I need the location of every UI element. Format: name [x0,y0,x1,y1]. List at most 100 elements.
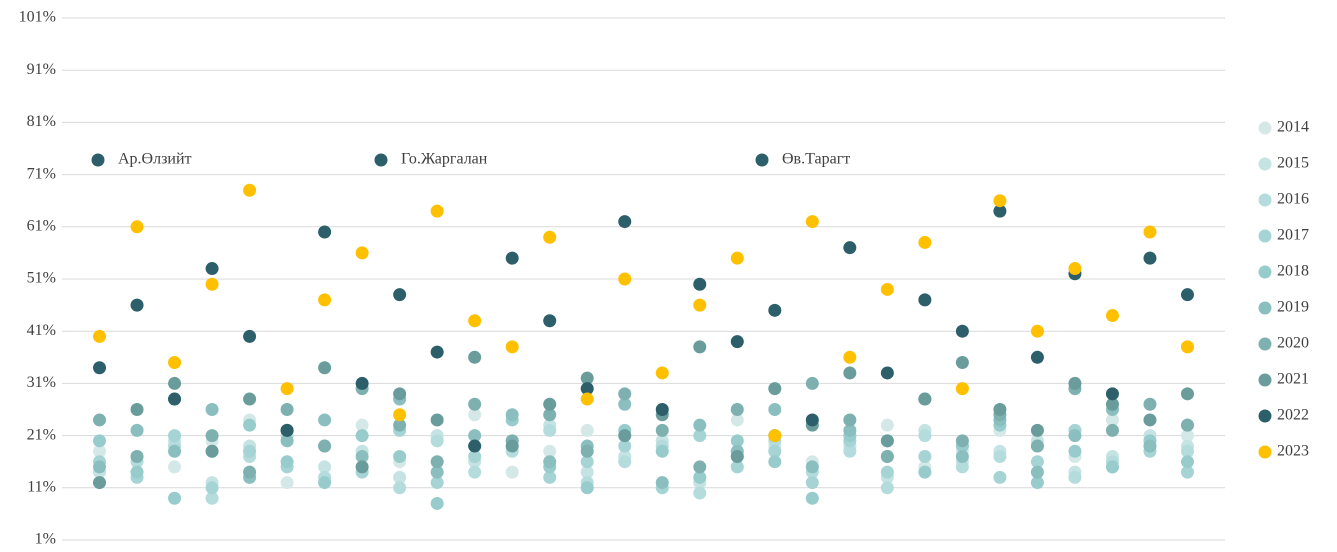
point [918,235,932,249]
point [243,392,257,406]
legend-marker [1258,409,1272,423]
point [1180,455,1194,469]
point [243,329,257,343]
point [130,403,144,416]
point [993,470,1007,484]
point [168,392,182,406]
point [993,204,1007,218]
point [93,476,107,490]
point [1068,470,1082,484]
y-tick-label: 91% [27,61,56,78]
point [993,449,1007,463]
point [955,324,969,338]
point [655,444,669,458]
annotation-marker [91,153,105,167]
y-tick-label: 31% [27,374,56,391]
point [280,423,294,437]
point [1105,309,1119,323]
point [580,382,594,396]
legend-label: 2016 [1277,191,1309,208]
point [1143,251,1157,265]
legend-marker [1258,193,1272,207]
point [618,215,632,229]
point [543,444,557,458]
legend-label: 2021 [1277,371,1309,388]
point [843,444,857,458]
point [730,335,744,349]
point [1143,225,1157,239]
point [730,413,744,427]
point [205,491,219,505]
point [918,449,932,463]
point [205,403,219,416]
point [393,449,407,463]
point [543,397,557,411]
point [93,434,107,448]
point [430,465,444,479]
point [468,408,482,422]
y-tick-label: 81% [27,113,56,130]
point [918,465,932,479]
point [730,449,744,463]
point [618,455,632,469]
legend-label: 2017 [1277,227,1309,244]
point [955,434,969,448]
point [468,429,482,443]
point [805,215,819,229]
point [580,465,594,479]
point [993,194,1007,208]
point [93,361,107,375]
point [618,429,632,443]
point [768,403,782,416]
point [805,413,819,427]
point [955,449,969,463]
point [355,460,369,474]
point [93,413,107,427]
legend-marker [1258,445,1272,459]
point [918,293,932,307]
point [1105,387,1119,401]
point [880,481,894,495]
point [393,408,407,422]
point [505,465,519,479]
point [468,397,482,411]
legend-marker [1258,265,1272,279]
point [355,418,369,432]
point [505,340,519,354]
point [580,481,594,495]
legend-marker [1258,157,1272,171]
y-tick-label: 71% [27,165,56,182]
point [93,329,107,343]
point [280,382,294,396]
annotation: Ар.Өлзийт [118,151,192,168]
point [130,220,144,234]
point [1180,444,1194,458]
point [1180,465,1194,479]
legend-marker [1258,121,1272,135]
point [205,277,219,291]
point [580,392,594,406]
point [918,392,932,406]
point [168,444,182,458]
point [355,376,369,390]
point [318,439,332,453]
point [1180,418,1194,432]
legend-marker [1258,337,1272,351]
point [1030,465,1044,479]
point [618,387,632,401]
point [805,476,819,490]
point [730,251,744,265]
point [280,476,294,490]
point [93,444,107,458]
point [1143,397,1157,411]
point [393,387,407,401]
point [243,418,257,432]
point [655,423,669,437]
point [655,476,669,490]
point [880,282,894,296]
point [693,486,707,500]
point [280,455,294,469]
point [918,429,932,443]
point [1105,423,1119,437]
